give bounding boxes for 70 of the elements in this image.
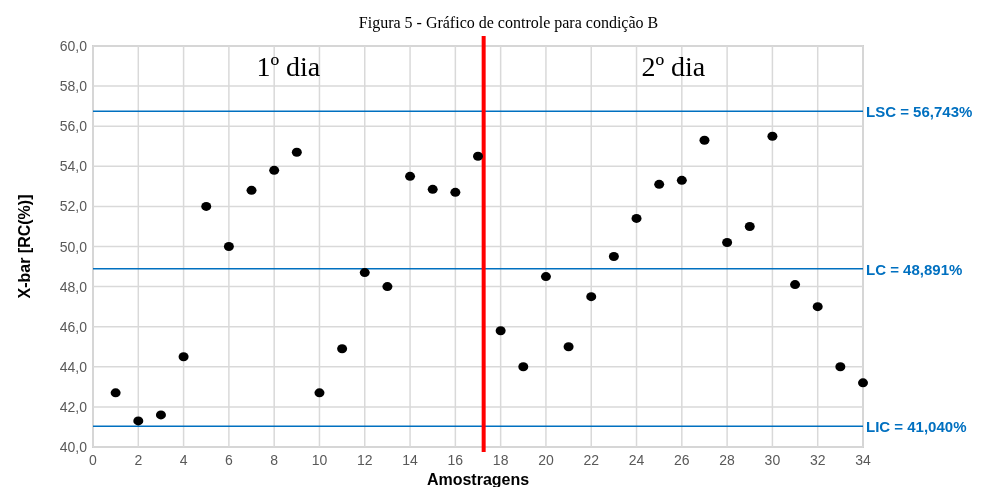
point <box>427 184 438 194</box>
x-tick-label: 6 <box>224 452 233 468</box>
x-tick-label: 10 <box>311 452 328 468</box>
chart-title: Figura 5 - Gráfico de controle para condição B <box>358 14 659 32</box>
x-tick-label: 18 <box>492 452 509 468</box>
y-tick-label: 56,0 <box>59 118 88 135</box>
point <box>722 237 733 247</box>
point <box>473 151 483 161</box>
point <box>858 378 868 388</box>
y-tick-label: 42,0 <box>59 398 88 415</box>
point <box>155 410 166 420</box>
point <box>246 185 257 195</box>
point <box>676 175 687 185</box>
point <box>790 280 801 290</box>
y-tick-label: 48,0 <box>59 278 88 295</box>
x-tick-label: 20 <box>538 452 554 468</box>
y-tick-label: 60,0 <box>59 38 88 54</box>
annotation: 2º dia <box>641 51 706 82</box>
point <box>518 362 529 372</box>
x-tick-label: 30 <box>764 452 781 468</box>
y-tick-label: 54,0 <box>59 158 88 175</box>
point <box>405 171 416 181</box>
y-tick-label: 44,0 <box>59 358 88 375</box>
x-tick-label: 34 <box>855 452 871 468</box>
y-tick-label: 40,0 <box>59 439 88 455</box>
point <box>835 362 846 372</box>
point <box>291 147 302 157</box>
x-tick-label: 16 <box>447 452 464 468</box>
point <box>631 213 642 223</box>
point <box>314 388 325 398</box>
x-tick-label: 2 <box>134 452 143 468</box>
point <box>608 252 619 262</box>
ref-line-label: LIC = 41,040% <box>866 418 967 436</box>
x-tick-label: 14 <box>402 452 419 468</box>
x-tick-label: 32 <box>809 452 826 468</box>
point <box>744 221 755 231</box>
point <box>359 268 370 278</box>
point <box>563 342 574 352</box>
point <box>269 165 280 175</box>
x-tick-label: 4 <box>179 452 188 468</box>
ref-line-label: LC = 48,891% <box>866 260 963 278</box>
point <box>450 187 461 197</box>
point <box>812 302 823 312</box>
ref-line-label: LSC = 56,743% <box>866 103 973 121</box>
point <box>337 344 348 354</box>
point <box>586 292 597 302</box>
x-tick-label: 28 <box>719 452 736 468</box>
annotation: 1º dia <box>256 51 321 82</box>
x-tick-label: 8 <box>270 452 279 468</box>
x-tick-label: 12 <box>356 452 373 468</box>
x-tick-label: 26 <box>674 452 690 468</box>
point <box>382 282 393 292</box>
y-tick-label: 50,0 <box>59 238 88 255</box>
point <box>178 352 189 362</box>
x-tick-label: 24 <box>628 452 645 468</box>
y-tick-label: 52,0 <box>59 198 88 215</box>
point <box>110 388 121 398</box>
point <box>201 201 212 211</box>
point <box>540 272 551 282</box>
point <box>699 135 710 145</box>
x-tick-label: 22 <box>583 452 600 468</box>
point <box>767 131 778 141</box>
x-tick-label: 0 <box>89 452 98 468</box>
point <box>223 242 234 251</box>
point <box>654 179 665 189</box>
y-axis-title: X-bar [RC(%)] <box>16 194 33 299</box>
y-tick-label: 58,0 <box>59 78 88 95</box>
point <box>495 326 506 336</box>
point <box>133 416 144 426</box>
y-tick-label: 46,0 <box>59 318 88 335</box>
